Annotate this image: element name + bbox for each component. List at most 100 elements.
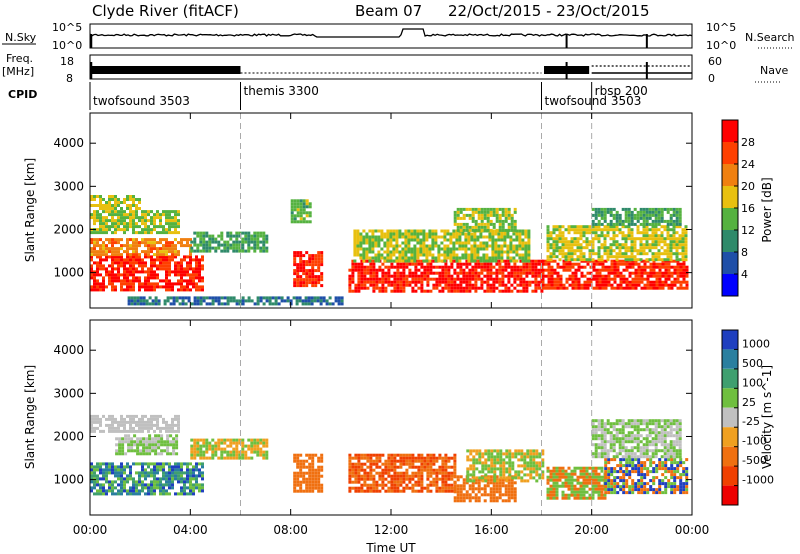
heatmap-cell bbox=[93, 216, 96, 220]
heatmap-cell bbox=[90, 255, 93, 259]
heatmap-cell bbox=[486, 484, 490, 488]
heatmap-cell bbox=[293, 456, 297, 460]
heatmap-cell bbox=[518, 229, 522, 233]
heatmap-cell bbox=[99, 255, 102, 259]
heatmap-cell bbox=[679, 262, 683, 266]
heatmap-cell bbox=[375, 489, 379, 493]
heatmap-cell bbox=[201, 474, 204, 478]
heatmap-cell bbox=[597, 207, 601, 211]
heatmap-cell bbox=[90, 465, 93, 469]
heatmap-cell bbox=[305, 480, 309, 484]
heatmap-cell bbox=[348, 280, 352, 284]
heatmap-cell bbox=[153, 238, 156, 242]
heatmap-cell bbox=[423, 459, 427, 463]
heatmap-cell bbox=[111, 492, 114, 496]
heatmap-cell bbox=[123, 258, 126, 262]
heatmap-cell bbox=[99, 489, 102, 493]
heatmap-cell bbox=[375, 274, 379, 278]
heatmap-cell bbox=[183, 255, 186, 259]
heatmap-cell bbox=[108, 250, 111, 254]
heatmap-cell bbox=[325, 299, 329, 303]
heatmap-cell bbox=[657, 243, 661, 247]
heatmap-cell bbox=[437, 253, 441, 257]
heatmap-cell bbox=[470, 247, 474, 251]
heatmap-cell bbox=[114, 198, 117, 201]
heatmap-cell bbox=[133, 299, 137, 303]
heatmap-cell bbox=[613, 286, 617, 290]
heatmap-cell bbox=[177, 477, 180, 481]
heatmap-cell bbox=[102, 216, 105, 220]
heatmap-cell bbox=[513, 268, 517, 272]
heatmap-cell bbox=[507, 484, 511, 488]
heatmap-cell bbox=[484, 461, 488, 465]
heatmap-cell bbox=[417, 268, 421, 272]
heatmap-cell bbox=[123, 267, 126, 271]
heatmap-cell bbox=[150, 231, 153, 235]
heatmap-cell bbox=[594, 252, 598, 256]
heatmap-cell bbox=[477, 213, 481, 217]
heatmap-cell bbox=[202, 234, 206, 238]
heatmap-cell bbox=[565, 262, 569, 266]
heatmap-cell bbox=[450, 274, 454, 278]
heatmap-cell bbox=[126, 258, 129, 262]
heatmap-cell bbox=[486, 222, 490, 226]
heatmap-cell bbox=[495, 262, 499, 266]
heatmap-cell bbox=[645, 210, 649, 214]
heatmap-cell bbox=[459, 207, 463, 211]
heatmap-cell bbox=[462, 487, 466, 491]
heatmap-cell bbox=[573, 252, 577, 256]
heatmap-cell bbox=[561, 240, 565, 244]
heatmap-cell bbox=[486, 283, 490, 287]
heatmap-cell bbox=[631, 262, 635, 266]
heatmap-cell bbox=[348, 465, 352, 469]
heatmap-cell bbox=[126, 285, 129, 289]
heatmap-cell bbox=[111, 255, 114, 259]
heatmap-cell bbox=[211, 246, 215, 250]
heatmap-cell bbox=[141, 228, 144, 232]
heatmap-cell bbox=[99, 261, 102, 265]
heatmap-cell bbox=[314, 486, 318, 490]
heatmap-cell bbox=[168, 426, 171, 430]
heatmap-cell bbox=[399, 477, 403, 481]
heatmap-cell bbox=[652, 262, 656, 266]
heatmap-cell bbox=[407, 259, 411, 263]
heatmap-cell bbox=[165, 231, 168, 235]
heatmap-cell bbox=[489, 228, 493, 232]
heatmap-cell bbox=[432, 483, 436, 487]
heatmap-cell bbox=[174, 429, 177, 433]
heatmap-cell bbox=[111, 213, 114, 217]
heatmap-cell bbox=[459, 262, 463, 266]
heatmap-cell bbox=[293, 205, 297, 209]
heatmap-cell bbox=[669, 240, 673, 244]
heatmap-cell bbox=[286, 299, 290, 303]
heatmap-cell bbox=[633, 237, 637, 241]
heatmap-cell bbox=[393, 474, 397, 478]
heatmap-cell bbox=[126, 462, 129, 466]
heatmap-cell bbox=[133, 434, 137, 438]
heatmap-cell bbox=[168, 255, 171, 259]
heatmap-cell bbox=[476, 253, 480, 257]
heatmap-cell bbox=[619, 286, 623, 290]
heatmap-cell bbox=[514, 473, 518, 477]
heatmap-cell bbox=[96, 219, 99, 223]
heatmap-cell bbox=[444, 471, 448, 475]
heatmap-cell bbox=[354, 465, 358, 469]
heatmap-cell bbox=[405, 283, 409, 287]
heatmap-cell bbox=[440, 241, 444, 245]
heatmap-cell bbox=[453, 496, 457, 500]
heatmap-cell bbox=[434, 256, 438, 260]
noise-panel: N.Sky 10^5 10^0 10^5 10^0 N.Search bbox=[2, 21, 795, 52]
heatmap-cell bbox=[390, 477, 394, 481]
heatmap-cell bbox=[449, 238, 453, 242]
heatmap-cell bbox=[499, 455, 503, 459]
heatmap-cell bbox=[302, 266, 306, 270]
heatmap-cell bbox=[372, 265, 376, 269]
heatmap-cell bbox=[423, 465, 427, 469]
heatmap-cell bbox=[684, 237, 688, 241]
heatmap-cell bbox=[102, 225, 105, 229]
heatmap-cell bbox=[177, 468, 180, 472]
heatmap-cell bbox=[669, 237, 673, 241]
heatmap-cell bbox=[196, 231, 200, 235]
heatmap-cell bbox=[132, 225, 135, 229]
heatmap-cell bbox=[232, 456, 236, 460]
